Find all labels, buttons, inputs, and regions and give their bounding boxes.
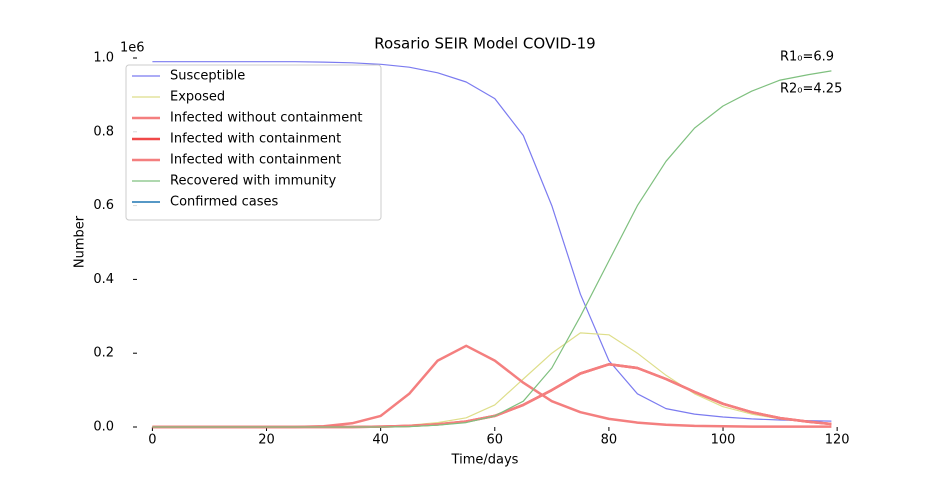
- annotation: R1₀=6.9: [780, 50, 834, 65]
- x-tick-label: 0: [148, 433, 156, 448]
- annotation: R2₀=4.25: [780, 82, 842, 97]
- legend-label: Exposed: [170, 90, 225, 105]
- legend-label: Susceptible: [170, 69, 245, 84]
- y-offset-label: 1e6: [120, 41, 145, 56]
- y-tick-label: 0.6: [93, 198, 114, 213]
- x-tick-label: 40: [372, 433, 389, 448]
- x-tick-label: 80: [601, 433, 618, 448]
- y-tick-label: 0.8: [93, 124, 114, 139]
- legend-label: Infected with containment: [170, 132, 341, 147]
- legend-label: Infected with containment: [170, 153, 341, 168]
- y-axis-label: Number: [73, 215, 88, 268]
- y-tick-label: 1.0: [93, 51, 114, 66]
- legend-frame: [125, 64, 382, 221]
- y-tick-label: 0.0: [93, 420, 114, 435]
- legend-label: Confirmed cases: [170, 195, 279, 210]
- y-tick-label: 0.4: [93, 272, 114, 287]
- x-axis-label: Time/days: [451, 453, 519, 468]
- series-line: [152, 70, 832, 428]
- x-tick-label: 100: [711, 433, 736, 448]
- y-tick-label: 0.2: [93, 346, 114, 361]
- x-tick-label: 20: [258, 433, 275, 448]
- legend-label: Recovered with immunity: [170, 174, 337, 189]
- x-tick-label: 120: [825, 433, 850, 448]
- series-line: [152, 61, 832, 422]
- chart-title: Rosario SEIR Model COVID-19: [374, 35, 595, 53]
- legend-label: Infected without containment: [170, 111, 363, 126]
- series-line: [152, 332, 832, 428]
- series-line: [152, 344, 832, 429]
- x-tick-label: 60: [487, 433, 504, 448]
